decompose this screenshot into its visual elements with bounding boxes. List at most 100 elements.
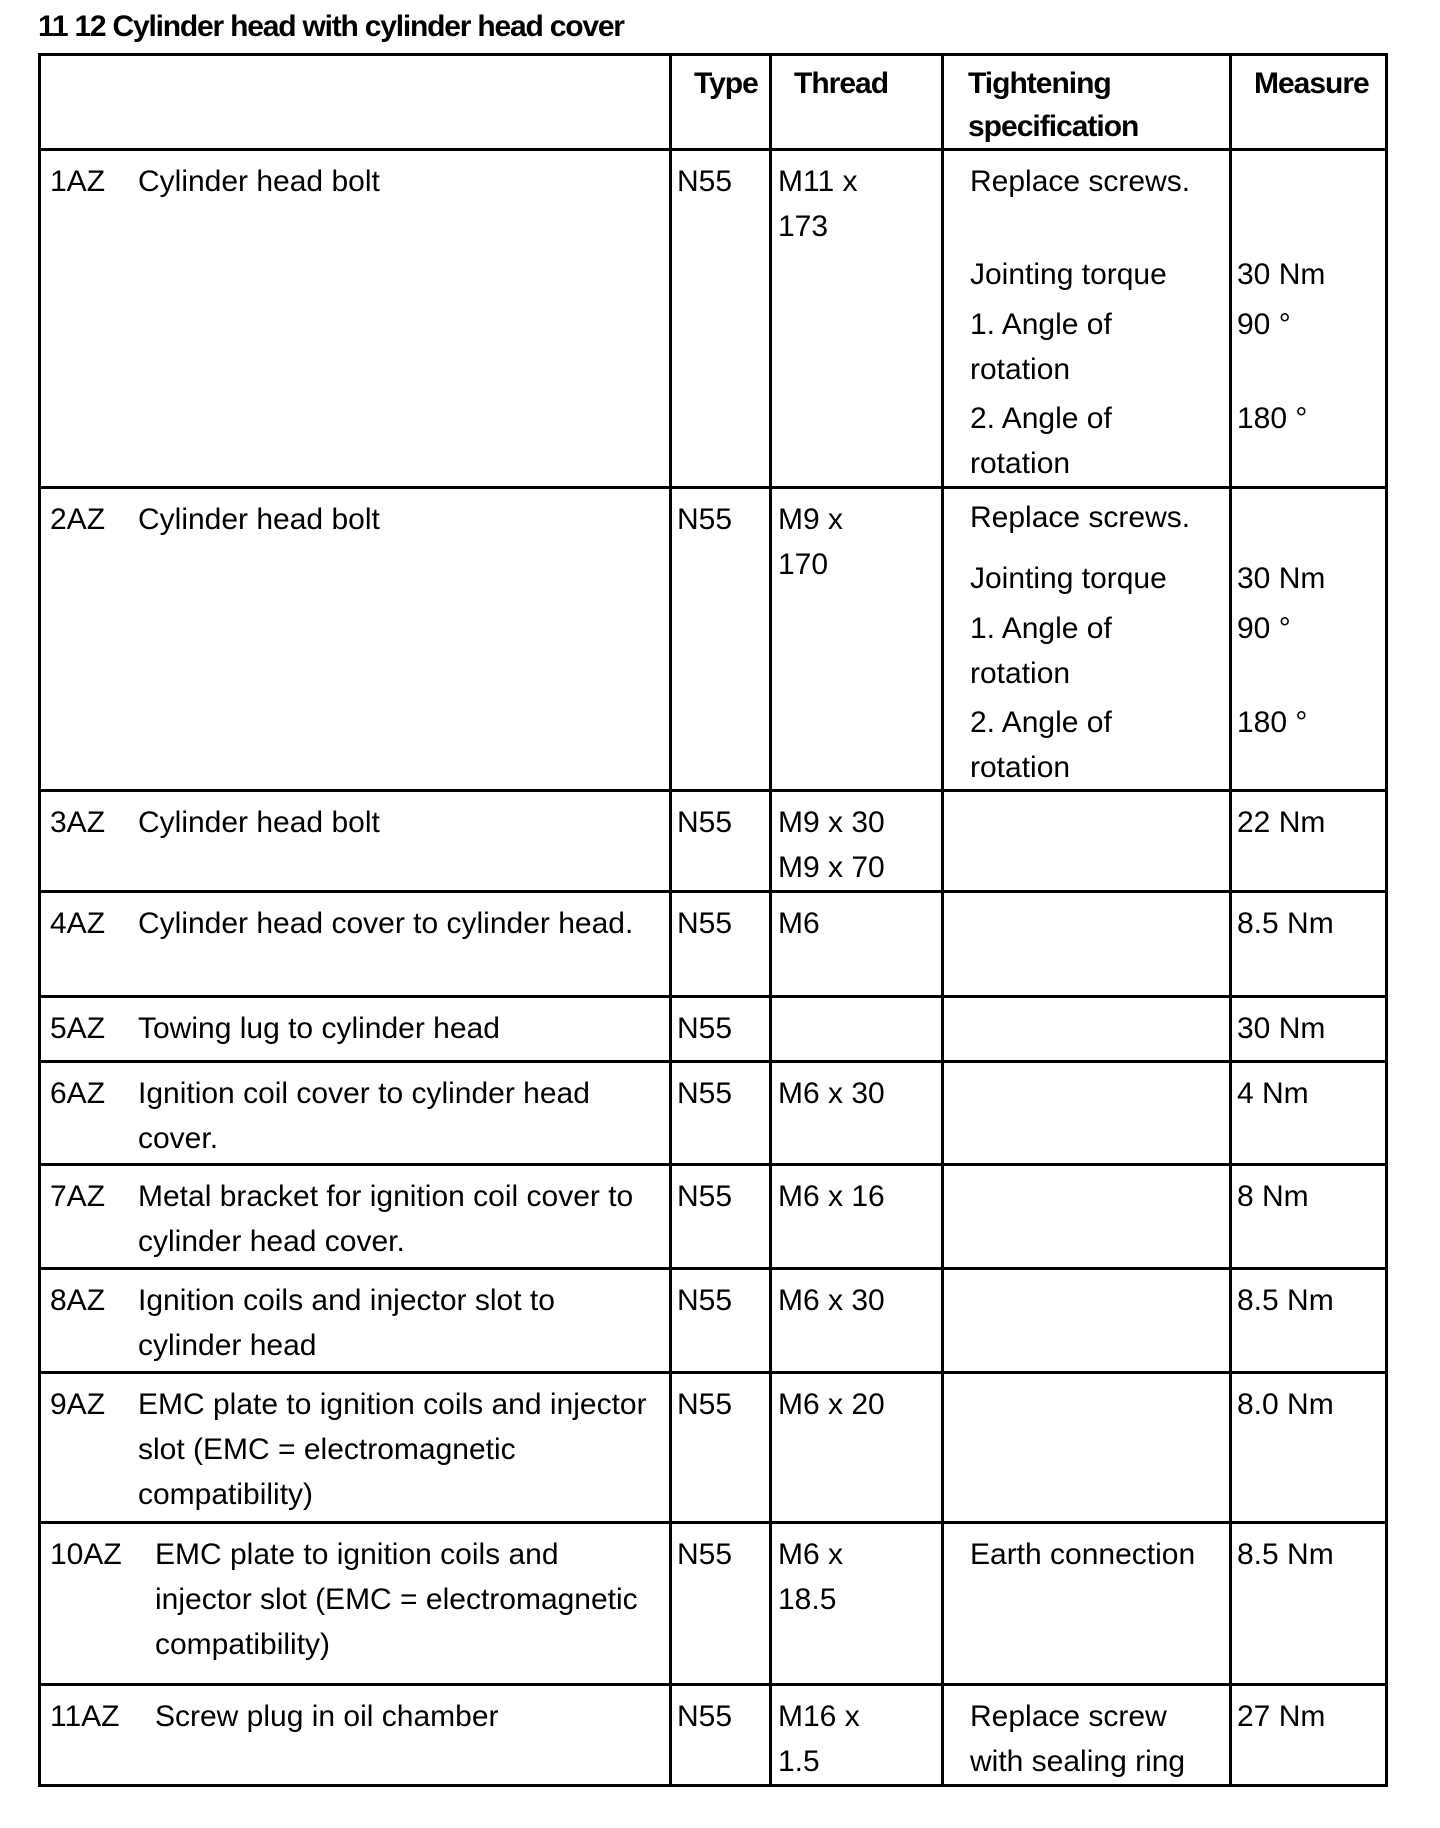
- item-description: Ignition coil cover to cylinder head cov…: [138, 1077, 590, 1155]
- spec-cell: Earth connection: [941, 1521, 1232, 1686]
- type-cell: N55: [669, 1521, 772, 1686]
- item-id: 10AZ: [50, 1538, 122, 1571]
- description-cell: 1AZ Cylinder head bolt: [38, 148, 672, 489]
- description-cell: 3AZ Cylinder head bolt: [38, 789, 672, 893]
- table-row: 6AZ Ignition coil cover to cylinder head …: [38, 1060, 1388, 1166]
- measure-value: 30 Nm: [1237, 258, 1326, 291]
- measure-cell: 8.5 Nm: [1229, 1267, 1388, 1374]
- description-cell: 4AZ Cylinder head cover to cylinder head.: [38, 890, 672, 998]
- measure-value: 30 Nm: [1237, 562, 1326, 595]
- spec-line: 2. Angle of rotation: [970, 402, 1112, 480]
- thread-cell: M6 x 30: [769, 1267, 944, 1374]
- description-cell: 9AZ EMC plate to ignition coils and injec…: [38, 1371, 672, 1524]
- type-cell: N55: [669, 890, 772, 998]
- item-id: 9AZ: [50, 1388, 106, 1421]
- item-description: Cylinder head bolt: [138, 806, 380, 839]
- header-type: Type: [669, 53, 772, 151]
- type-cell: N55: [669, 148, 772, 489]
- item-description: Ignition coils and injector slot to cyli…: [138, 1284, 555, 1362]
- table-row: 1AZ Cylinder head bolt N55 M11 x 173 Replace…: [38, 148, 1388, 489]
- type-cell: N55: [669, 1371, 772, 1524]
- thread-cell: M9 x 30 M9 x 70: [769, 789, 944, 893]
- measure-cell: 8.5 Nm: [1229, 890, 1388, 998]
- measure-value: 180 °: [1237, 402, 1308, 435]
- thread-cell: [769, 995, 944, 1063]
- spec-cell: [941, 995, 1232, 1063]
- item-id: 7AZ: [50, 1180, 106, 1213]
- page-title: 11 12 Cylinder head with cylinder head c…: [38, 10, 625, 43]
- type-cell: N55: [669, 1683, 772, 1787]
- item-description: Towing lug to cylinder head: [138, 1012, 500, 1045]
- measure-cell: 30 Nm: [1229, 995, 1388, 1063]
- spec-cell: [941, 1371, 1232, 1524]
- spec-line: Replace screws.: [970, 501, 1191, 534]
- thread-cell: M6 x 30: [769, 1060, 944, 1166]
- spec-line: Jointing torque: [970, 258, 1167, 291]
- spec-cell: Replace screw with sealing ring: [941, 1683, 1232, 1787]
- measure-value: 90 °: [1237, 612, 1291, 645]
- thread-value: M9 x 70: [778, 851, 885, 884]
- header-measure: Measure: [1229, 53, 1388, 151]
- table-row: 10AZ EMC plate to ignition coils and inje…: [38, 1521, 1388, 1686]
- table-row: 5AZ Towing lug to cylinder head N55 30 Nm: [38, 995, 1388, 1063]
- item-description: Screw plug in oil chamber: [155, 1700, 499, 1733]
- table-row: 8AZ Ignition coils and injector slot to c…: [38, 1267, 1388, 1374]
- spec-cell: [941, 1163, 1232, 1270]
- spec-cell: Replace screws. Jointing torque 1. Angle o…: [941, 148, 1232, 489]
- spec-cell: [941, 1060, 1232, 1166]
- type-cell: N55: [669, 995, 772, 1063]
- thread-cell: M6 x 16: [769, 1163, 944, 1270]
- measure-value: 90 °: [1237, 308, 1291, 341]
- spec-line: 2. Angle of rotation: [970, 706, 1112, 784]
- item-id: 4AZ: [50, 907, 106, 940]
- measure-cell: 27 Nm: [1229, 1683, 1388, 1787]
- measure-cell: 4 Nm: [1229, 1060, 1388, 1166]
- torque-spec-table: Type Thread Tightening specification Mea…: [38, 53, 1388, 1787]
- header-spec: Tightening specification: [941, 53, 1232, 151]
- measure-cell: 30 Nm 90 ° 180 °: [1229, 486, 1388, 792]
- table-row: 7AZ Metal bracket for ignition coil cover…: [38, 1163, 1388, 1270]
- description-cell: 11AZ Screw plug in oil chamber: [38, 1683, 672, 1787]
- item-id: 6AZ: [50, 1077, 106, 1110]
- item-description: EMC plate to ignition coils and injector…: [138, 1388, 647, 1511]
- description-cell: 5AZ Towing lug to cylinder head: [38, 995, 672, 1063]
- thread-value: M9 x 30: [778, 806, 885, 839]
- thread-cell: M16 x 1.5: [769, 1683, 944, 1787]
- measure-cell: 8.5 Nm: [1229, 1521, 1388, 1686]
- item-id: 5AZ: [50, 1012, 106, 1045]
- description-cell: 2AZ Cylinder head bolt: [38, 486, 672, 792]
- spec-cell: [941, 890, 1232, 998]
- measure-cell: 30 Nm 90 ° 180 °: [1229, 148, 1388, 489]
- type-cell: N55: [669, 1060, 772, 1166]
- item-id: 2AZ: [50, 503, 106, 536]
- type-cell: N55: [669, 1163, 772, 1270]
- item-id: 8AZ: [50, 1284, 106, 1317]
- item-description: Cylinder head bolt: [138, 165, 380, 198]
- thread-cell: M6 x 18.5: [769, 1521, 944, 1686]
- thread-cell: M9 x 170: [769, 486, 944, 792]
- measure-value: 180 °: [1237, 706, 1308, 739]
- item-id: 11AZ: [50, 1700, 120, 1733]
- spec-cell: [941, 789, 1232, 893]
- thread-cell: M11 x 173: [769, 148, 944, 489]
- item-id: 1AZ: [50, 165, 106, 198]
- table-row: 2AZ Cylinder head bolt N55 M9 x 170 Replace …: [38, 486, 1388, 792]
- spec-line: 1. Angle of rotation: [970, 612, 1112, 690]
- thread-cell: M6 x 20: [769, 1371, 944, 1524]
- item-description: EMC plate to ignition coils and injector…: [155, 1538, 638, 1661]
- description-cell: 8AZ Ignition coils and injector slot to c…: [38, 1267, 672, 1374]
- spec-cell: [941, 1267, 1232, 1374]
- item-description: Cylinder head cover to cylinder head.: [138, 907, 634, 940]
- type-cell: N55: [669, 1267, 772, 1374]
- item-id: 3AZ: [50, 806, 106, 839]
- description-cell: 6AZ Ignition coil cover to cylinder head …: [38, 1060, 672, 1166]
- type-cell: N55: [669, 486, 772, 792]
- measure-cell: 8 Nm: [1229, 1163, 1388, 1270]
- table-row: 11AZ Screw plug in oil chamber N55 M16 x 1.…: [38, 1683, 1388, 1787]
- type-cell: N55: [669, 789, 772, 893]
- measure-cell: 22 Nm: [1229, 789, 1388, 893]
- spec-line: 1. Angle of rotation: [970, 308, 1112, 386]
- item-description: Cylinder head bolt: [138, 503, 380, 536]
- thread-cell: M6: [769, 890, 944, 998]
- header-row: Type Thread Tightening specification Mea…: [38, 53, 1388, 151]
